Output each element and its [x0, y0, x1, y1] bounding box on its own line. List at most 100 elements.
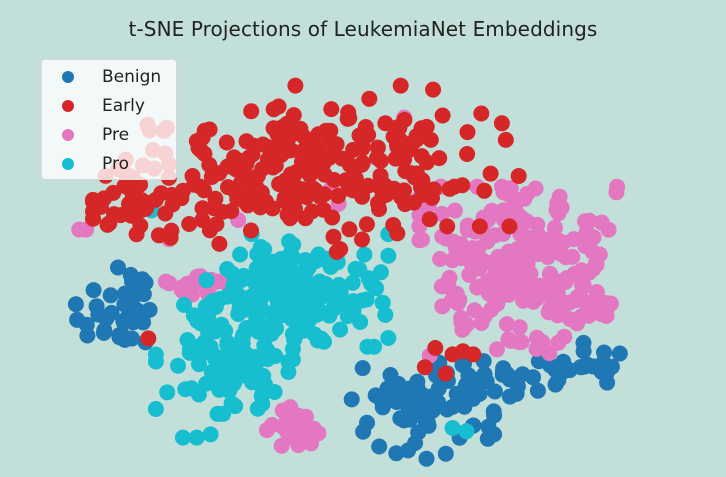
point-benign	[98, 310, 115, 327]
point-benign	[354, 360, 371, 377]
point-pre	[530, 246, 546, 263]
point-early	[218, 134, 235, 151]
point-early	[127, 196, 144, 213]
point-pre	[556, 328, 573, 345]
point-early	[201, 156, 218, 173]
point-early	[337, 172, 354, 189]
point-pro	[259, 351, 276, 368]
point-pro	[255, 367, 272, 384]
point-pro	[254, 383, 271, 400]
legend-marker-pro	[62, 158, 74, 170]
point-benign	[141, 301, 158, 318]
point-pre	[590, 291, 607, 308]
point-pro	[363, 272, 380, 289]
point-early	[418, 154, 435, 171]
point-pre	[440, 278, 457, 295]
point-early	[405, 194, 422, 211]
legend-label-early: Early	[102, 96, 145, 116]
point-benign	[79, 327, 96, 344]
point-pro	[213, 316, 230, 333]
point-benign	[415, 390, 432, 407]
point-early	[271, 176, 288, 192]
point-benign	[444, 398, 461, 415]
point-pre	[528, 340, 545, 357]
point-pro	[280, 364, 297, 380]
point-pre	[303, 435, 320, 452]
point-pre	[559, 270, 575, 286]
point-early	[265, 101, 282, 118]
point-early	[321, 130, 338, 147]
point-early	[181, 216, 198, 232]
point-pre	[513, 334, 530, 350]
point-benign	[437, 445, 454, 462]
point-pro	[159, 384, 176, 401]
point-pre	[305, 420, 322, 437]
point-early	[431, 150, 448, 167]
point-pre	[498, 316, 515, 333]
point-early	[324, 209, 341, 226]
point-pro	[188, 429, 205, 446]
point-benign	[95, 324, 112, 341]
series-benign	[67, 259, 628, 467]
point-pre	[505, 190, 522, 207]
point-early	[330, 187, 347, 204]
legend-marker-early	[62, 100, 74, 112]
point-early	[323, 101, 340, 118]
point-pro	[170, 357, 186, 374]
point-early	[369, 139, 386, 156]
point-pro	[377, 306, 394, 323]
point-benign	[418, 450, 435, 467]
point-early	[194, 129, 211, 146]
point-pro	[267, 310, 284, 327]
point-pro	[259, 281, 276, 298]
point-benign	[407, 435, 424, 451]
point-pre	[575, 278, 592, 295]
point-early	[238, 133, 255, 150]
point-early	[510, 168, 527, 184]
point-early	[454, 343, 471, 360]
point-pre	[179, 275, 196, 292]
point-early	[454, 177, 471, 194]
point-pre	[609, 178, 626, 195]
point-pro	[249, 400, 266, 417]
legend-item-benign: Benign	[42, 65, 178, 89]
point-benign	[359, 414, 375, 431]
point-pro	[283, 311, 300, 327]
point-early	[437, 365, 454, 382]
point-benign	[343, 391, 360, 408]
point-early	[203, 169, 220, 185]
point-pro	[221, 382, 238, 399]
point-pre	[487, 227, 503, 244]
legend-item-early: Early	[42, 94, 178, 118]
point-early	[128, 226, 145, 243]
point-benign	[67, 296, 84, 313]
point-early	[341, 221, 358, 238]
point-pre	[447, 202, 463, 219]
point-early	[459, 124, 476, 141]
point-benign	[382, 367, 399, 383]
point-pro	[202, 426, 219, 443]
point-pro	[380, 247, 397, 264]
point-early	[312, 186, 329, 203]
point-early	[106, 206, 122, 223]
point-early	[207, 190, 224, 207]
point-early	[471, 218, 488, 235]
point-pre	[473, 315, 490, 331]
point-pre	[161, 275, 178, 292]
point-early	[283, 142, 300, 159]
point-benign	[508, 372, 525, 389]
point-early	[325, 228, 342, 245]
point-benign	[367, 387, 384, 404]
point-pro	[204, 293, 221, 310]
point-early	[397, 163, 414, 180]
point-pre	[525, 281, 541, 298]
point-early	[340, 104, 357, 121]
legend-item-pre: Pre	[42, 123, 178, 147]
point-pro	[284, 326, 301, 343]
point-pre	[414, 231, 430, 248]
point-early	[238, 168, 255, 185]
point-pre	[512, 209, 529, 225]
point-pro	[183, 343, 200, 360]
point-pre	[527, 180, 544, 197]
point-pro	[202, 339, 219, 355]
